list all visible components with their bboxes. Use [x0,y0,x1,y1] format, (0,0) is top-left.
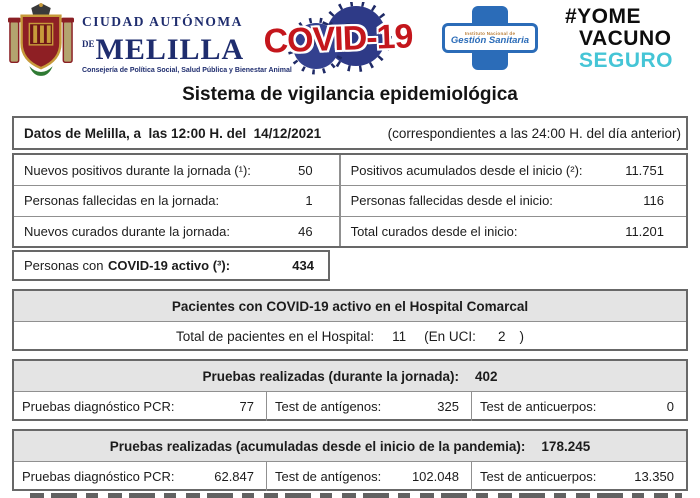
melilla-subtitle: Consejería de Política Social, Salud Púb… [82,67,292,74]
test-value: 77 [239,399,254,414]
test-label: Test de anticuerpos: [479,469,597,484]
test-cell: Pruebas diagnóstico PCR: 62.847 [14,462,266,491]
vacuno-line: VACUNO [579,27,672,50]
hospital-row: Total de pacientes en el Hospital: 11 (E… [14,322,686,351]
melilla-line2: DEMELILLA [82,30,282,66]
stat-label: Personas fallecidas en la jornada: [24,193,220,209]
test-value: 13.350 [634,469,674,484]
ingesa-top-text: Instituto Nacional de [464,30,516,36]
test-label: Pruebas diagnóstico PCR: [22,469,175,484]
stat-label: Nuevos positivos durante la jornada (¹): [24,162,251,178]
stat-value: 11.201 [625,223,664,239]
test-cell: Test de anticuerpos: 13.350 [470,462,686,491]
ingesa-text-band: Instituto Nacional de Gestión Sanitaria [445,26,535,50]
coronavirus-icon [287,2,392,75]
hospital-box: Pacientes con COVID-19 activo en el Hosp… [12,289,688,351]
test-value: 102.048 [411,469,459,484]
test-label: Pruebas diagnóstico PCR: [22,399,175,414]
table-row: Personas fallecidas en la jornada: 1 [14,185,341,216]
stat-value: 46 [298,223,313,239]
tests-total-total: 178.245 [541,438,591,454]
stat-label: Positivos acumulados desde el inicio (²)… [350,162,583,178]
datos-header-note: (correspondientes a las 24:00 H. del día… [387,125,681,141]
table-row: Nuevos positivos durante la jornada (¹):… [14,155,341,186]
datos-header-box: Datos de Melilla, a las 12:00 H. del 14/… [12,116,688,150]
yome-line: #YOME [565,5,642,28]
uci-value: 2 [497,329,506,344]
test-label: Test de antígenos: [275,469,382,484]
ingesa-bottom-text: Gestión Sanitaria [450,34,530,46]
melilla-name: MELILLA [95,33,245,66]
melilla-wordmark: CIUDAD AUTÓNOMA DEMELILLA Consejería de … [82,14,292,78]
ingesa-logo: Instituto Nacional de Gestión Sanitaria [438,4,542,74]
test-value: 62.847 [214,469,254,484]
page-title: Sistema de vigilancia epidemiológica [182,84,518,105]
active-prefix: Personas con [24,258,104,273]
table-row: Personas fallecidas desde el inicio: 116 [340,185,686,215]
clipped-footnote-text [30,493,682,498]
table-row: Total curados desde el inicio: 11.201 [340,215,686,246]
active-bold-label: COVID-19 activo (³): [107,258,231,273]
datos-header-bold: Datos de Melilla, a las 12:00 H. del 14/… [24,125,322,141]
test-label: Test de anticuerpos: [479,399,597,414]
table-row: Positivos acumulados desde el inicio (²)… [341,155,686,185]
melilla-coat-of-arms-icon [8,3,74,76]
test-value: 0 [666,399,674,414]
active-cases-box: Personas con COVID-19 activo (³): 434 [12,250,330,281]
tests-day-header-text: Pruebas realizadas (durante la jornada): [202,368,460,384]
test-value: 325 [437,399,459,414]
stat-value: 116 [643,193,664,209]
yomevacuno-logo: #YOME VACUNO SEGURO [565,6,673,72]
seguro-line: SEGURO [579,49,674,72]
tests-total-box: Pruebas realizadas (acumuladas desde el … [12,429,688,491]
stat-label: Personas fallecidas desde el inicio: [350,193,553,209]
hospital-header: Pacientes con COVID-19 activo en el Hosp… [14,291,686,322]
hospital-header-text: Pacientes con COVID-19 activo en el Hosp… [171,298,529,314]
covid19-logo: COVID-19 [258,2,418,76]
tests-total-row: Pruebas diagnóstico PCR: 62.847 Test de a… [14,462,686,491]
tests-day-header: Pruebas realizadas (durante la jornada):… [14,361,686,392]
test-cell: Test de antígenos: 102.048 [266,462,471,491]
melilla-logo: CIUDAD AUTÓNOMA DEMELILLA Consejería de … [8,2,292,78]
tests-total-header: Pruebas realizadas (acumuladas desde el … [14,431,686,462]
uci-close-paren: ) [519,329,524,344]
stat-label: Total curados desde el inicio: [350,223,518,239]
stat-value: 1 [305,193,313,209]
tests-day-total: 402 [475,368,498,384]
uci-label: (En UCI: [424,329,476,344]
tests-day-box: Pruebas realizadas (durante la jornada):… [12,359,688,421]
stat-label: Nuevos curados durante la jornada: [24,223,230,239]
hospital-value: 11 [392,329,407,344]
tests-day-row: Pruebas diagnóstico PCR: 77 Test de antíg… [14,392,686,421]
active-value: 434 [292,258,314,273]
test-label: Test de antígenos: [275,399,382,414]
covid19-wordmark: COVID-19 [262,17,414,61]
test-cell: Test de antígenos: 325 [266,392,471,421]
table-row: Nuevos curados durante la jornada: 46 [14,215,341,246]
test-cell: Pruebas diagnóstico PCR: 77 [14,392,266,421]
stat-value: 11.751 [625,162,664,178]
tests-total-header-text: Pruebas realizadas (acumuladas desde el … [109,438,526,454]
hospital-label: Total de pacientes en el Hospital: [176,329,375,344]
melilla-de: DE [82,39,95,49]
test-cell: Test de anticuerpos: 0 [470,392,686,421]
stats-table: Nuevos positivos durante la jornada (¹):… [12,153,688,248]
melilla-line1: CIUDAD AUTÓNOMA [82,14,243,29]
stat-value: 50 [298,162,313,178]
